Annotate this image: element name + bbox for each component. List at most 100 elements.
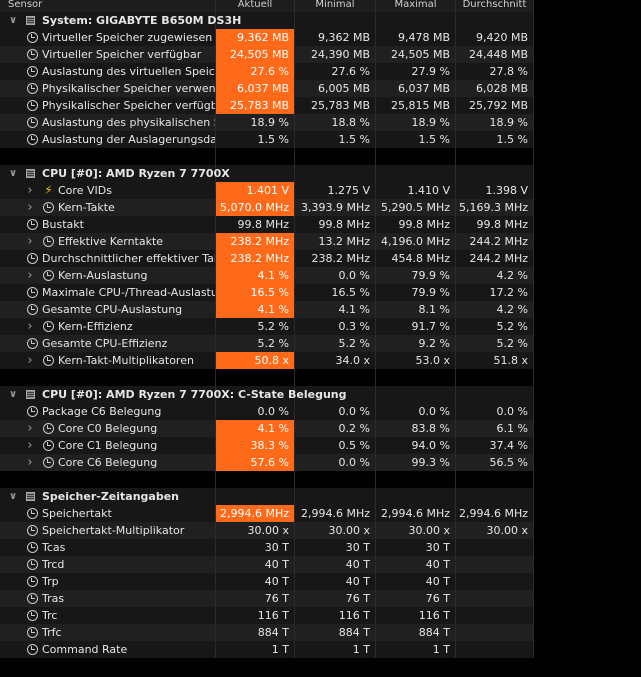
sensor-name-cell[interactable]: › ⚡ Core VIDs bbox=[0, 182, 216, 199]
group-header[interactable]: ∨ CPU [#0]: AMD Ryzen 7 7700X: C-State Be… bbox=[0, 386, 641, 403]
table-row[interactable]: › Effektive Kerntakte 238.2 MHz 13.2 MHz 4,1… bbox=[0, 233, 641, 250]
table-row[interactable]: › Core C0 Belegung 4.1 % 0.2 % 83.8 % 6.1 % bbox=[0, 420, 641, 437]
table-row[interactable]: Speichertakt 2,994.6 MHz 2,994.6 MHz 2,994.… bbox=[0, 505, 641, 522]
sensor-name-cell[interactable]: Auslastung des physikalischen Sp... bbox=[0, 114, 216, 131]
table-row[interactable]: Speichertakt-Multiplikator 30.00 x 30.00 x… bbox=[0, 522, 641, 539]
table-row[interactable]: Trcd 40 T 40 T 40 T bbox=[0, 556, 641, 573]
sensor-name-cell[interactable]: Trp bbox=[0, 573, 216, 590]
table-row[interactable]: Auslastung des virtuellen Speichers27.6 … bbox=[0, 63, 641, 80]
sensor-name-cell[interactable]: › Kern-Auslastung bbox=[0, 267, 216, 284]
table-row[interactable]: Gesamte CPU-Effizienz 5.2 % 5.2 % 9.2 % 5.2 … bbox=[0, 335, 641, 352]
sensor-name-cell[interactable]: › Effektive Kerntakte bbox=[0, 233, 216, 250]
group-header[interactable]: ∨ CPU [#0]: AMD Ryzen 7 7700X bbox=[0, 165, 641, 182]
sensor-name-cell[interactable]: Auslastung des virtuellen Speichers bbox=[0, 63, 216, 80]
table-row[interactable]: › Kern-Effizienz 5.2 % 0.3 % 91.7 % 5.2 % bbox=[0, 318, 641, 335]
sensor-name-cell[interactable]: › Kern-Takt-Multiplikatoren bbox=[0, 352, 216, 369]
chevron-right-icon[interactable]: › bbox=[27, 319, 33, 334]
max-value: 40 T bbox=[376, 556, 456, 573]
sensor-name-cell[interactable]: Gesamte CPU-Effizienz bbox=[0, 335, 216, 352]
table-row[interactable]: Auslastung der Auslagerungsdatei 1.5 % 1.5… bbox=[0, 131, 641, 148]
chevron-right-icon[interactable]: › bbox=[27, 421, 33, 436]
sensor-name-cell[interactable]: › Kern-Effizienz bbox=[0, 318, 216, 335]
sensor-name-cell[interactable]: Gesamte CPU-Auslastung bbox=[0, 301, 216, 318]
min-value: 30 T bbox=[295, 539, 376, 556]
chevron-right-icon[interactable]: › bbox=[27, 438, 33, 453]
min-value: 40 T bbox=[295, 556, 376, 573]
table-row[interactable]: Trp 40 T 40 T 40 T bbox=[0, 573, 641, 590]
sensor-name-cell[interactable]: › Kern-Takte bbox=[0, 199, 216, 216]
group-header[interactable]: ∨ System: GIGABYTE B650M DS3H bbox=[0, 12, 641, 29]
sensor-name-cell[interactable]: Virtueller Speicher zugewiesen bbox=[0, 29, 216, 46]
chevron-down-icon[interactable]: ∨ bbox=[8, 491, 18, 502]
table-row[interactable]: Physikalischer Speicher verfügbar 25,783 … bbox=[0, 97, 641, 114]
sensor-name-cell[interactable]: Trc bbox=[0, 607, 216, 624]
table-row[interactable]: › Core C1 Belegung 38.3 % 0.5 % 94.0 % 37.4 % bbox=[0, 437, 641, 454]
chevron-right-icon[interactable]: › bbox=[27, 234, 33, 249]
table-row[interactable]: Package C6 Belegung 0.0 % 0.0 % 0.0 % 0.0 % bbox=[0, 403, 641, 420]
table-row[interactable]: Tcas 30 T 30 T 30 T bbox=[0, 539, 641, 556]
clock-icon bbox=[43, 423, 54, 434]
table-row[interactable]: Gesamte CPU-Auslastung 4.1 % 4.1 % 8.1 % 4.2… bbox=[0, 301, 641, 318]
sensor-name-cell[interactable]: Trfc bbox=[0, 624, 216, 641]
max-value: 94.0 % bbox=[376, 437, 456, 454]
chevron-down-icon[interactable]: ∨ bbox=[8, 389, 18, 400]
header-min[interactable]: Minimal bbox=[295, 0, 376, 12]
group-title-cell[interactable]: ∨ CPU [#0]: AMD Ryzen 7 7700X bbox=[0, 165, 230, 182]
chevron-right-icon[interactable]: › bbox=[27, 353, 33, 368]
sensor-name-cell[interactable]: Auslastung der Auslagerungsdatei bbox=[0, 131, 216, 148]
clock-icon bbox=[27, 576, 38, 587]
header-sensor[interactable]: Sensor bbox=[0, 0, 216, 12]
table-row[interactable]: Trfc 884 T 884 T 884 T bbox=[0, 624, 641, 641]
sensor-name-cell[interactable]: › Core C6 Belegung bbox=[0, 454, 216, 471]
current-value: 6,037 MB bbox=[216, 80, 295, 97]
table-row[interactable]: Maximale CPU-/Thread-Auslastung 16.5 % 16.… bbox=[0, 284, 641, 301]
sensor-name-cell[interactable]: Tras bbox=[0, 590, 216, 607]
table-row[interactable]: Physikalischer Speicher verwendet 6,037 M… bbox=[0, 80, 641, 97]
table-row[interactable]: › Kern-Takt-Multiplikatoren 50.8 x 34.0 x 53… bbox=[0, 352, 641, 369]
sensor-name-cell[interactable]: Tcas bbox=[0, 539, 216, 556]
group-title-cell[interactable]: ∨ System: GIGABYTE B650M DS3H bbox=[0, 12, 241, 29]
chevron-right-icon[interactable]: › bbox=[27, 455, 33, 470]
table-row[interactable]: › ⚡ Core VIDs 1.401 V 1.275 V 1.410 V 1.398 V bbox=[0, 182, 641, 199]
table-row[interactable]: Bustakt 99.8 MHz 99.8 MHz 99.8 MHz 99.8 MHz bbox=[0, 216, 641, 233]
vertical-scrollbar[interactable] bbox=[629, 0, 641, 677]
sensor-name-cell[interactable]: Speichertakt-Multiplikator bbox=[0, 522, 216, 539]
table-row[interactable]: › Kern-Takte 5,070.0 MHz 3,393.9 MHz 5,290.5… bbox=[0, 199, 641, 216]
table-row[interactable]: Durchschnittlicher effektiver Takt 238.2 … bbox=[0, 250, 641, 267]
sensor-name-cell[interactable]: Bustakt bbox=[0, 216, 216, 233]
group-title-cell[interactable]: ∨ Speicher-Zeitangaben bbox=[0, 488, 216, 505]
table-row[interactable]: Trc 116 T 116 T 116 T bbox=[0, 607, 641, 624]
table-row[interactable]: Auslastung des physikalischen Sp...18.9 … bbox=[0, 114, 641, 131]
chevron-right-icon[interactable]: › bbox=[27, 183, 33, 198]
chevron-down-icon[interactable]: ∨ bbox=[8, 15, 18, 26]
sensor-label: Core C0 Belegung bbox=[58, 422, 158, 435]
sensor-name-cell[interactable]: Virtueller Speicher verfügbar bbox=[0, 46, 216, 63]
min-value: 34.0 x bbox=[295, 352, 376, 369]
table-row[interactable]: › Kern-Auslastung 4.1 % 0.0 % 79.9 % 4.2 % bbox=[0, 267, 641, 284]
chevron-down-icon[interactable]: ∨ bbox=[8, 168, 18, 179]
sensor-name-cell[interactable]: Command Rate bbox=[0, 641, 216, 658]
group-header[interactable]: ∨ Speicher-Zeitangaben bbox=[0, 488, 641, 505]
avg-value: 6.1 % bbox=[456, 420, 534, 437]
max-value: 9,478 MB bbox=[376, 29, 456, 46]
sensor-name-cell[interactable]: Package C6 Belegung bbox=[0, 403, 216, 420]
sensor-name-cell[interactable]: › Core C1 Belegung bbox=[0, 437, 216, 454]
table-row[interactable]: Virtueller Speicher verfügbar 24,505 MB 24… bbox=[0, 46, 641, 63]
chevron-right-icon[interactable]: › bbox=[27, 268, 33, 283]
sensor-name-cell[interactable]: Durchschnittlicher effektiver Takt bbox=[0, 250, 216, 267]
sensor-name-cell[interactable]: Physikalischer Speicher verwendet bbox=[0, 80, 216, 97]
table-row[interactable]: › Core C6 Belegung 57.6 % 0.0 % 99.3 % 56.5 % bbox=[0, 454, 641, 471]
header-avg[interactable]: Durchschnitt bbox=[456, 0, 534, 12]
header-max[interactable]: Maximal bbox=[376, 0, 456, 12]
table-row[interactable]: Virtueller Speicher zugewiesen 9,362 MB 9,… bbox=[0, 29, 641, 46]
sensor-name-cell[interactable]: Maximale CPU-/Thread-Auslastung bbox=[0, 284, 216, 301]
header-current[interactable]: Aktuell bbox=[216, 0, 295, 12]
sensor-name-cell[interactable]: › Core C0 Belegung bbox=[0, 420, 216, 437]
group-title-cell[interactable]: ∨ CPU [#0]: AMD Ryzen 7 7700X: C-State Be… bbox=[0, 386, 346, 403]
table-row[interactable]: Tras 76 T 76 T 76 T bbox=[0, 590, 641, 607]
sensor-name-cell[interactable]: Speichertakt bbox=[0, 505, 216, 522]
sensor-name-cell[interactable]: Trcd bbox=[0, 556, 216, 573]
chevron-right-icon[interactable]: › bbox=[27, 200, 33, 215]
sensor-name-cell[interactable]: Physikalischer Speicher verfügbar bbox=[0, 97, 216, 114]
